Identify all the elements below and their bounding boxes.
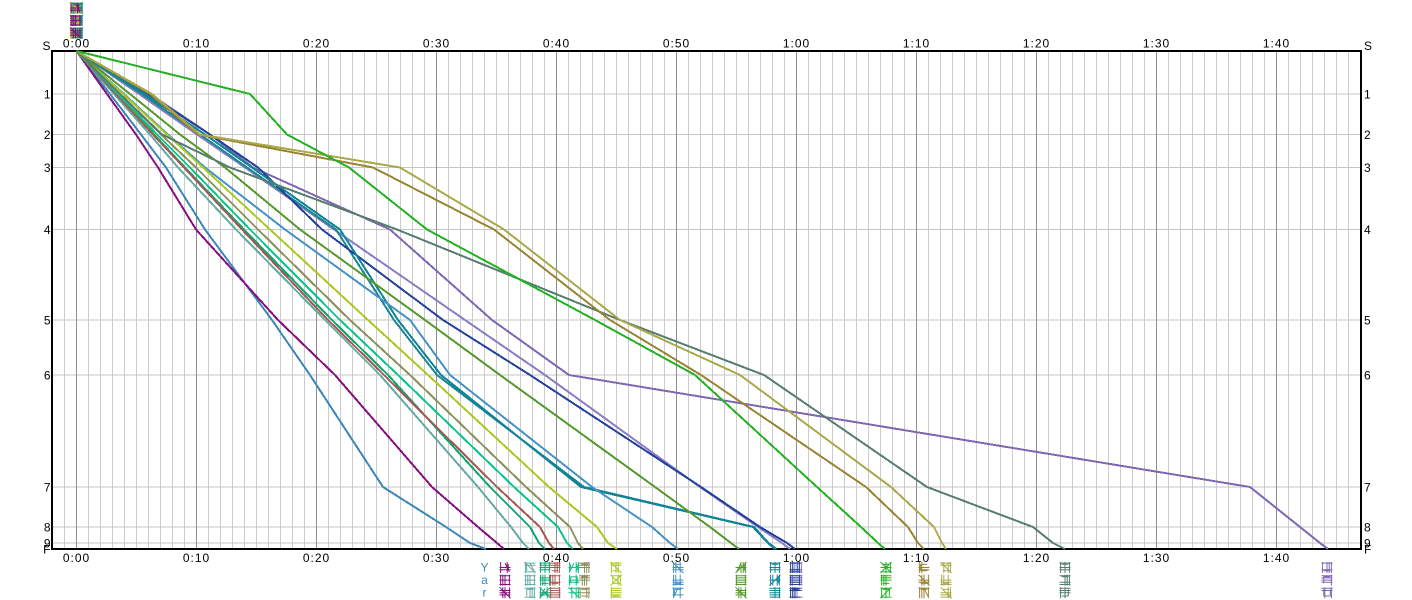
svg-text:7: 7 — [1364, 480, 1371, 494]
svg-text:1:20: 1:20 — [1023, 551, 1050, 565]
svg-text:9: 9 — [44, 536, 51, 550]
svg-text:S: S — [42, 39, 50, 53]
svg-text:1:00: 1:00 — [783, 551, 810, 565]
svg-text:6: 6 — [1364, 368, 1371, 382]
svg-text:Y: Y — [480, 561, 488, 575]
svg-text:a: a — [481, 573, 488, 587]
svg-text:0:30: 0:30 — [423, 37, 450, 51]
svg-text:5: 5 — [44, 313, 51, 327]
svg-text:1:10: 1:10 — [903, 37, 930, 51]
svg-text:0:40: 0:40 — [543, 37, 570, 51]
svg-text:1:40: 1:40 — [1263, 551, 1290, 565]
svg-text:4: 4 — [44, 223, 51, 237]
svg-text:7: 7 — [44, 480, 51, 494]
svg-text:5: 5 — [1364, 313, 1371, 327]
svg-text:6: 6 — [44, 368, 51, 382]
svg-text:1:40: 1:40 — [1263, 37, 1290, 51]
svg-text:0:10: 0:10 — [183, 551, 210, 565]
svg-text:1:30: 1:30 — [1143, 37, 1170, 51]
svg-text:0:50: 0:50 — [663, 551, 690, 565]
svg-text:8: 8 — [44, 520, 51, 534]
svg-text:8: 8 — [1364, 520, 1371, 534]
svg-text:3: 3 — [1364, 161, 1371, 175]
svg-text:r: r — [483, 586, 487, 600]
svg-text:0:50: 0:50 — [663, 37, 690, 51]
svg-text:0:40: 0:40 — [543, 551, 570, 565]
svg-text:1:30: 1:30 — [1143, 551, 1170, 565]
svg-text:0:20: 0:20 — [303, 551, 330, 565]
svg-text:1: 1 — [1364, 87, 1371, 101]
svg-text:0:00: 0:00 — [63, 37, 90, 51]
svg-text:9: 9 — [1364, 536, 1371, 550]
svg-text:4: 4 — [1364, 223, 1371, 237]
svg-text:0:00: 0:00 — [63, 551, 90, 565]
svg-text:2: 2 — [1364, 128, 1371, 142]
svg-text:F: F — [1364, 542, 1371, 556]
svg-text:0:20: 0:20 — [303, 37, 330, 51]
svg-text:1:10: 1:10 — [903, 551, 930, 565]
svg-text:0:10: 0:10 — [183, 37, 210, 51]
svg-text:1:20: 1:20 — [1023, 37, 1050, 51]
svg-text:S: S — [1364, 39, 1372, 53]
svg-text:1:00: 1:00 — [783, 37, 810, 51]
svg-text:3: 3 — [44, 161, 51, 175]
svg-text:0:30: 0:30 — [423, 551, 450, 565]
svg-text:F: F — [43, 542, 50, 556]
svg-text:1: 1 — [44, 87, 51, 101]
svg-text:2: 2 — [44, 128, 51, 142]
